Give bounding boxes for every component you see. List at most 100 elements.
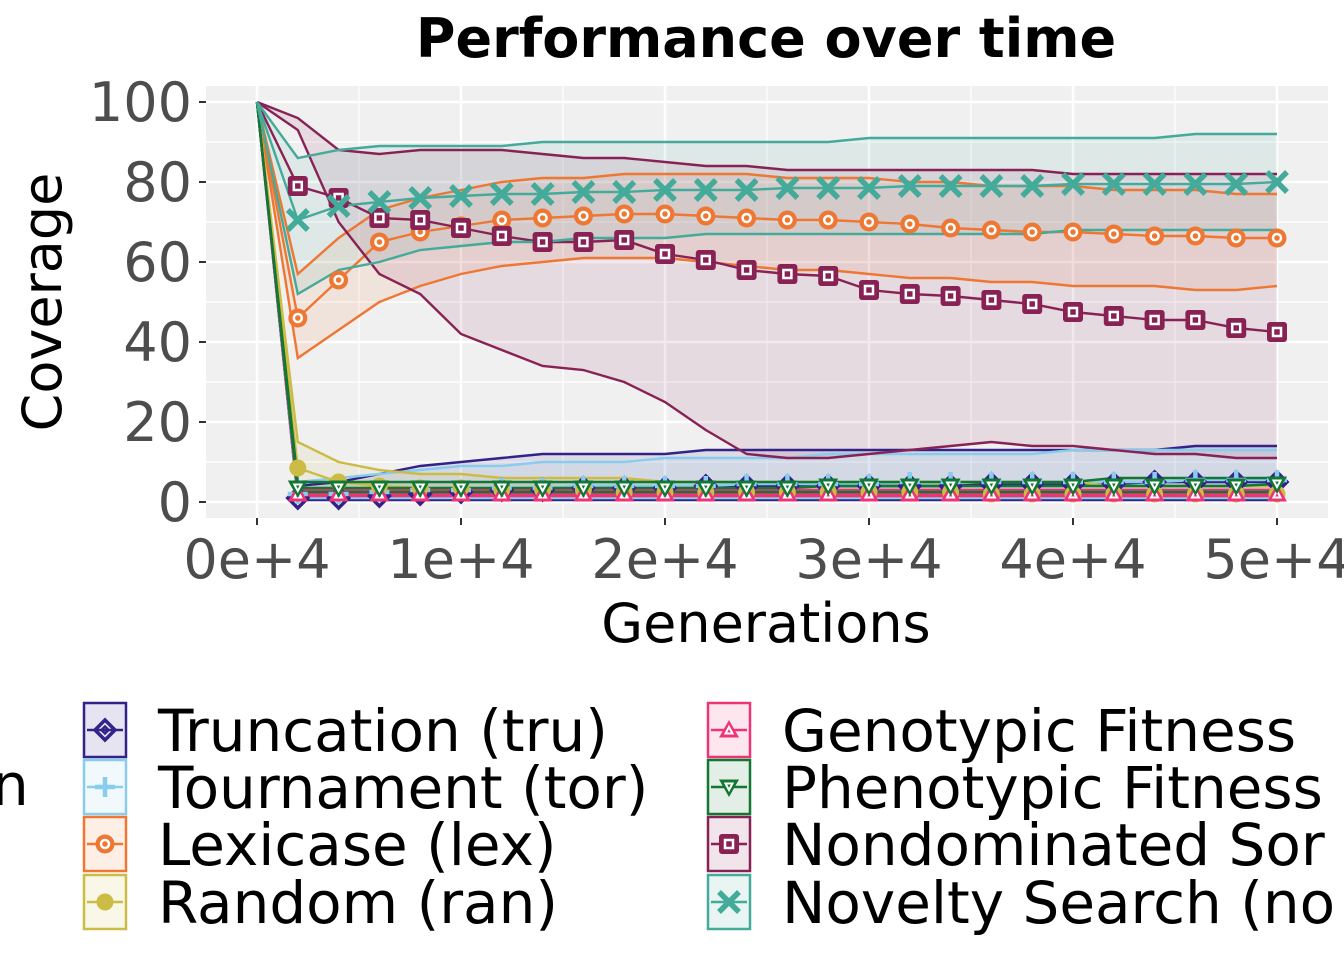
legend-label-nondominated-sor: Nondominated Sor [782, 811, 1325, 879]
nondominated-sor-point [940, 286, 961, 306]
nondominated-sor-point [777, 264, 798, 284]
lexicase-lex-point [818, 210, 838, 230]
nondominated-sor-lower-line [256, 101, 1277, 460]
phenotypic-fitness-point [573, 480, 594, 498]
x-tick-label: 5e+4 [1203, 528, 1344, 591]
y-axis: 0 20 40 60 80 100 [89, 71, 206, 534]
lexicase-lex-point [1104, 224, 1124, 244]
ci-bands [257, 102, 1277, 500]
novelty-search-no-point [530, 182, 555, 206]
legend-key-tournament-tor [82, 758, 128, 816]
phenotypic-fitness-point [369, 480, 390, 498]
phenotypic-fitness-point [940, 478, 961, 496]
legend-marker [96, 893, 114, 911]
chart-title: Performance over time [416, 7, 1116, 70]
legend-label-tournament-tor: Tournament (tor) [157, 754, 648, 822]
phenotypic-fitness-point [1226, 478, 1247, 496]
legend-marker [95, 777, 115, 797]
legend-key-lexicase-lex [82, 815, 128, 873]
novelty-search-no-point [653, 178, 677, 202]
novelty-search-no-point [857, 176, 881, 200]
novelty-search-no-point [1224, 172, 1249, 196]
x-tick-label: 0e+4 [183, 528, 330, 591]
legend-marker [92, 717, 118, 743]
y-tick-label: 100 [89, 71, 192, 134]
nondominated-sor-point [859, 280, 879, 300]
y-tick-label: 20 [123, 391, 192, 454]
phenotypic-fitness-point [1103, 478, 1124, 496]
phenotypic-fitness-point [1267, 476, 1287, 494]
novelty-search-no-point [326, 194, 351, 218]
nondominated-sor-ci-band [257, 102, 1277, 458]
legend-key-nondominated-sor [706, 815, 752, 873]
phenotypic-fitness-point [1063, 478, 1083, 496]
legend-marker [719, 720, 739, 738]
nondominated-sor-point [410, 210, 431, 230]
phenotypic-fitness-point [1144, 478, 1165, 496]
nondominated-sor-point [532, 232, 553, 252]
novelty-search-no-point [1265, 170, 1289, 194]
lexicase-lex-lower-line [255, 101, 1278, 361]
nondominated-sor-point [818, 266, 839, 286]
novelty-search-no-point [489, 182, 514, 206]
lexicase-lex-point [941, 218, 961, 238]
x-axis: 0e+4 1e+4 2e+4 3e+4 4e+4 5e+4 [183, 518, 1344, 591]
nondominated-sor-point [695, 250, 716, 270]
novelty-search-no-point [367, 190, 392, 214]
phenotypic-fitness-point [532, 480, 553, 498]
lexicase-lex-point [614, 204, 634, 224]
y-tick-label: 60 [123, 231, 192, 294]
phenotypic-fitness-point [614, 480, 635, 498]
novelty-search-no-point [775, 176, 800, 200]
legend: Truncation (tru)Tournament (tor)Lexicase… [82, 697, 1335, 937]
x-tick-label: 2e+4 [591, 528, 738, 591]
lexicase-lex-point [492, 210, 512, 230]
phenotypic-fitness-point [410, 480, 431, 498]
legend-marker [717, 890, 741, 914]
legend-key-genotypic-fitness [706, 701, 752, 759]
legend-label-phenotypic-fitness: Phenotypic Fitness [782, 754, 1323, 822]
novelty-search-no-point [693, 178, 718, 202]
nondominated-sor-point [981, 290, 1002, 310]
legend-label-random-ran: Random (ran) [158, 869, 558, 937]
lexicase-lex-point [696, 206, 716, 226]
y-tick-label: 0 [158, 471, 192, 534]
x-tick-label: 4e+4 [999, 528, 1146, 591]
nondominated-sor-point [614, 230, 635, 250]
tournament-tor-ci-band [257, 102, 1277, 498]
phenotypic-fitness-point [1185, 478, 1206, 496]
lexicase-lex-point [655, 204, 675, 224]
nondominated-sor-point [1022, 294, 1043, 314]
novelty-search-no-point [734, 178, 759, 202]
novelty-search-no-point [1061, 172, 1085, 196]
phenotypic-fitness-point [287, 480, 308, 498]
nondominated-sor-point [1226, 318, 1247, 338]
lexicase-lex-point [900, 214, 920, 234]
novelty-search-no-point [1020, 174, 1045, 198]
novelty-search-no-point [571, 180, 596, 204]
nondominated-sor-point [573, 232, 594, 252]
nondominated-sor-point [451, 218, 471, 238]
novelty-search-no-upper-line [256, 101, 1277, 160]
legend-label-truncation-tru: Truncation (tru) [157, 697, 608, 765]
nondominated-sor-point [491, 226, 512, 246]
lexicase-lex-point [777, 210, 797, 230]
phenotypic-fitness-point [328, 480, 349, 498]
nondominated-sor-point [655, 244, 675, 264]
lexicase-lex-point [369, 232, 389, 252]
legend-marker [719, 779, 739, 797]
legend-title: n [0, 751, 29, 819]
legend-key-random-ran [82, 873, 128, 931]
phenotypic-fitness-point [736, 480, 757, 498]
nondominated-sor-point [369, 208, 390, 228]
novelty-search-no-point [612, 180, 637, 204]
nondominated-sor-point [1185, 310, 1206, 330]
legend-marker [95, 834, 115, 854]
novelty-search-no-point [1101, 172, 1126, 196]
novelty-search-no-point [449, 184, 473, 208]
x-tick-label: 3e+4 [795, 528, 942, 591]
lexicase-lex-point [1145, 226, 1165, 246]
lexicase-lex-point [859, 212, 879, 232]
phenotypic-fitness-point [777, 480, 798, 498]
